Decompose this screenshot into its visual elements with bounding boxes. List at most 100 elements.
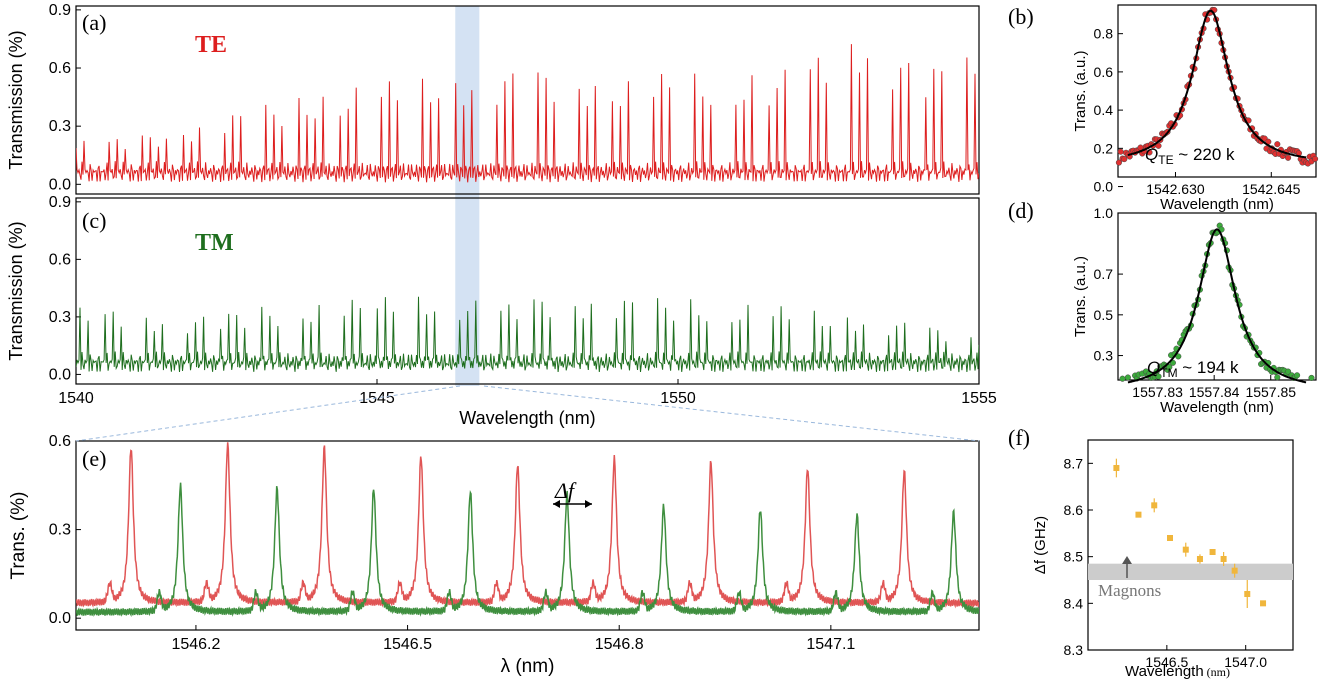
plot-frame-a (75, 5, 980, 195)
data-point (1135, 511, 1142, 518)
lorentzian-fit (1127, 228, 1307, 384)
data-point (1274, 374, 1281, 381)
x-tick-label-f: 1547.0 (1224, 654, 1267, 670)
data-point (1220, 556, 1227, 562)
y-axis-label-f: Δf (GHz) (1032, 516, 1049, 574)
y-tick-label-f: 8.6 (1064, 502, 1084, 518)
data-point (1285, 368, 1292, 375)
y-tick-label-a: 0.9 (49, 2, 71, 19)
magnons-arrow (1122, 556, 1132, 578)
y-axis-label-c: Transmission (%) (6, 221, 26, 360)
data-point (1196, 556, 1203, 562)
data-point (1113, 465, 1120, 471)
y-tick-label-c: 0.6 (49, 251, 71, 268)
y-tick-label-d: 0.3 (1094, 348, 1114, 364)
lorentzian-fit (1127, 9, 1307, 159)
plot-frame-d (1117, 212, 1317, 381)
y-tick-label-e: 0.6 (49, 433, 71, 450)
data-point (1167, 535, 1173, 541)
data-point (1155, 373, 1162, 380)
y-tick-label-d: 0.7 (1094, 266, 1114, 282)
y-tick-label-d: 0.5 (1094, 307, 1114, 323)
y-axis-label-b: Trans. (a.u.) (1072, 50, 1089, 131)
magnons-label: Magnons (1098, 581, 1161, 600)
plot-frame-f (1087, 439, 1294, 651)
zoom-line-left (75, 385, 461, 442)
panel-a: 0.0 0.3 0.6 0.9 Transmission (%) (6, 2, 980, 195)
data-point (1231, 567, 1238, 574)
y-tick-label-a: 0.3 (49, 118, 71, 135)
data-point (1166, 364, 1173, 371)
data-point (1182, 546, 1189, 553)
series-te-line (76, 442, 979, 609)
data-point (1274, 141, 1281, 148)
data-point (1151, 502, 1158, 509)
panel-f-xlabel: Wavelength (nm) (1125, 663, 1230, 680)
x-tick-label-b: 1542.630 (1146, 181, 1205, 197)
x-tick-label-b: 1542.645 (1242, 181, 1301, 197)
data-point (1155, 142, 1162, 149)
y-axis-label-a: Transmission (%) (6, 30, 26, 169)
x-axis-label-b: Wavelength (nm) (1160, 196, 1274, 213)
data-point (1117, 148, 1124, 155)
x-tick-label-e: 1547.1 (806, 636, 855, 653)
x-axis-label-d: Wavelength (nm) (1160, 399, 1274, 416)
magnon-band (1088, 563, 1293, 580)
data-point (1285, 154, 1292, 161)
y-tick-label-c: 0.9 (49, 194, 71, 211)
y-tick-label-b: 0.4 (1094, 102, 1114, 118)
plot-frame-e (75, 440, 980, 631)
data-point (1244, 591, 1251, 597)
y-axis-label-d: Trans. (a.u.) (1072, 256, 1089, 337)
y-tick-label-c: 0.3 (49, 309, 71, 326)
panel-e: 0.0 0.3 0.6 1546.2 1546.5 1546.8 1547.1 Trans. … (8, 433, 980, 677)
panel-b: 0.0 0.2 0.4 0.6 0.8 1542.630 1542.645 Trans. (a… (1072, 4, 1319, 213)
q-te-annotation: QTE ~ 220 k (1145, 145, 1235, 167)
data-point (1294, 372, 1301, 379)
data-point (1146, 149, 1153, 156)
y-tick-label-f: 8.7 (1064, 455, 1084, 471)
data-point (1119, 375, 1126, 382)
panel-e-label: (e) (82, 446, 106, 471)
x-tick-label-e: 1546.8 (595, 636, 644, 653)
panel-d: 0.3 0.5 0.7 1.0 1557.83 1557.84 1557.85 Trans. … (1072, 205, 1317, 416)
tm-label: TM (195, 230, 234, 256)
plot-frame-c (75, 197, 980, 385)
y-tick-label-a: 0.0 (49, 176, 71, 193)
data-point (1308, 374, 1315, 381)
x-tick-label-c: 1555 (961, 390, 997, 407)
x-tick-label-c: 1540 (58, 390, 94, 407)
data-point (1121, 156, 1128, 163)
y-tick-label-e: 0.3 (49, 522, 71, 539)
data-point (1312, 155, 1319, 162)
te-label: TE (195, 32, 227, 58)
y-tick-label-f: 8.5 (1064, 549, 1084, 565)
y-axis-label-e: Trans. (%) (8, 492, 29, 580)
x-tick-label-e: 1546.2 (171, 636, 220, 653)
y-tick-label-a: 0.6 (49, 60, 71, 77)
panel-d-label: (d) (1008, 198, 1034, 223)
panel-c-label: (c) (82, 208, 106, 233)
y-tick-label-c: 0.0 (49, 366, 71, 383)
delta-f-arrow (553, 500, 592, 508)
data-point (1115, 159, 1122, 166)
panel-c: 0.0 0.3 0.6 0.9 1540 1545 1550 1555 Transmission… (6, 194, 997, 428)
x-axis-label-e: λ (nm) (501, 656, 555, 677)
y-tick-label-b: 0.8 (1094, 26, 1114, 42)
data-point (1209, 549, 1216, 555)
panel-f: 8.3 8.4 8.5 8.6 8.7 1546.5 1547.0 Δf (GHz) (1032, 439, 1294, 670)
y-tick-label-f: 8.4 (1064, 595, 1084, 611)
y-tick-label-b: 0.6 (1094, 64, 1114, 80)
series-tm-line (76, 482, 979, 618)
x-tick-label-e: 1546.5 (383, 636, 432, 653)
panel-f-label: (f) (1008, 425, 1030, 450)
data-point (1124, 374, 1131, 381)
y-tick-label-e: 0.0 (49, 610, 71, 627)
panel-a-label: (a) (82, 10, 106, 35)
zoom-line-right (483, 385, 980, 442)
y-tick-label-d: 1.0 (1094, 205, 1114, 221)
y-tick-label-b: 0.0 (1094, 179, 1114, 195)
panel-b-label: (b) (1008, 4, 1034, 29)
series-te-line (76, 44, 979, 183)
